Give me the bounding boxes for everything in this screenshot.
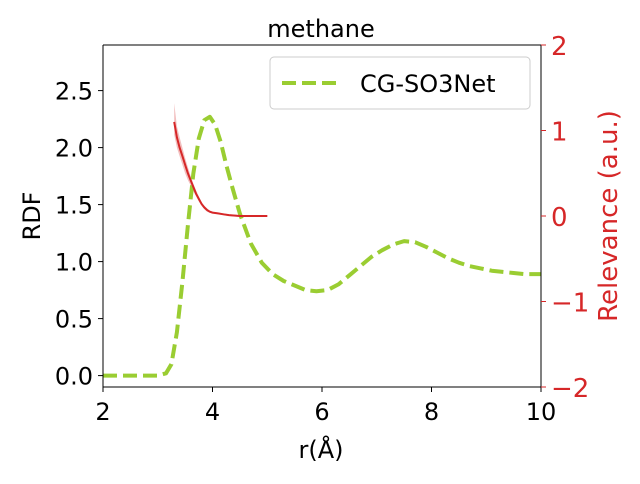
x-tick-label: 2 bbox=[95, 398, 110, 426]
y2-tick-label: −2 bbox=[551, 374, 589, 404]
y2-tick-label: −1 bbox=[551, 289, 589, 319]
x-tick-label: 4 bbox=[205, 398, 220, 426]
legend-label-cg-so3net: CG-SO3Net bbox=[360, 70, 496, 98]
x-tick-label: 10 bbox=[526, 398, 557, 426]
legend-box bbox=[269, 56, 531, 110]
y-tick-label: 0.5 bbox=[55, 306, 93, 334]
y-tick-label: 1.5 bbox=[55, 192, 93, 220]
series-line-relevance bbox=[173, 121, 268, 217]
y-axis-label: RDF bbox=[18, 192, 46, 241]
x-tick-label: 8 bbox=[424, 398, 439, 426]
y-tick-label: 0.0 bbox=[55, 363, 93, 391]
relevance-uncertainty-band bbox=[174, 103, 268, 217]
y2-tick-label: 1 bbox=[551, 118, 568, 148]
y-tick-label: 2.0 bbox=[55, 135, 93, 163]
x-axis-label: r(Å) bbox=[298, 435, 343, 464]
y2-axis-label: Relevance (a.u.) bbox=[594, 110, 624, 322]
y2-tick-label: 0 bbox=[551, 203, 568, 233]
chart-title: methane bbox=[267, 15, 374, 43]
y-tick-label: 1.0 bbox=[55, 249, 93, 277]
x-tick-label: 6 bbox=[314, 398, 329, 426]
y2-tick-label: 2 bbox=[551, 32, 568, 62]
legend: CG-SO3Net bbox=[269, 56, 531, 110]
y-tick-label: 2.5 bbox=[55, 78, 93, 106]
series-line-cg-so3net bbox=[103, 114, 541, 378]
